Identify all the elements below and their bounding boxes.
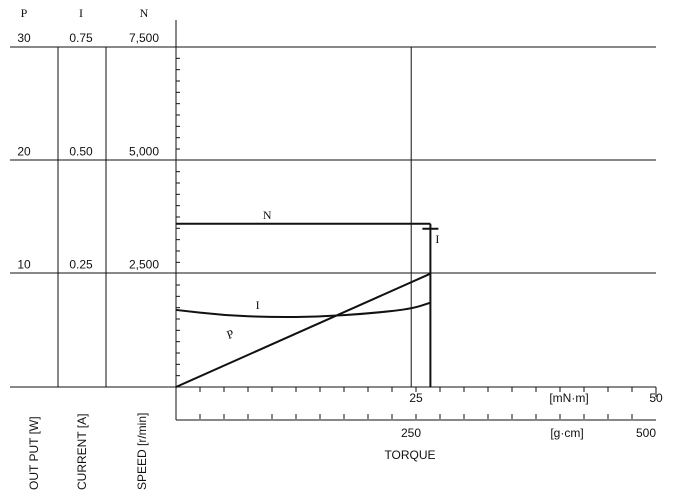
axis-symbol-p: P [21,6,28,20]
axis-title-current: CURRENT [A] [75,414,89,490]
axis-title-output: OUT PUT [W] [27,416,41,490]
tick-label-n: 7,500 [129,31,159,45]
series-line-i [175,301,431,319]
series-line-p [175,272,431,388]
tick-label-n: 5,000 [129,144,159,158]
tick-label-p: 30 [17,31,31,45]
x-tick-label-25: 25 [409,391,423,405]
axis-symbol-n: N [140,6,149,20]
axis-title-speed: SPEED [r/min] [135,413,149,490]
x-tick-label-50: 50 [649,391,663,405]
x-tick-label-250: 250 [401,426,421,440]
tick-label-i: 0.75 [69,31,93,45]
tick-label-p: 20 [17,144,31,158]
tick-label-n: 2,500 [129,258,159,272]
x-axis-ticks [176,387,657,421]
x-axis-labels: 25 50 [mN·m] 250 500 [g·cm] TORQUE [384,391,663,462]
left-axis-titles: OUT PUT [W] CURRENT [A] SPEED [r/min] [27,413,149,490]
annotation-i-curve: I [256,298,260,312]
left-axes: P 30 20 10 I 0.75 0.50 0.25 N 7,500 5,000 2,500 [17,6,159,272]
x-tick-label-500: 500 [636,426,656,440]
x-unit-secondary: [g·cm] [550,426,583,440]
axis-symbol-i: I [79,6,83,20]
curve-annotations: N I I P [225,208,440,342]
curves [175,222,439,388]
annotation-p: P [225,326,236,342]
grid [10,20,656,420]
tick-label-p: 10 [17,258,31,272]
x-unit-primary: [mN·m] [549,391,588,405]
left-minor-ticks [176,57,180,377]
annotation-i-end: I [435,232,439,246]
annotation-n: N [263,208,272,222]
tick-label-i: 0.50 [69,144,93,158]
x-axis-title: TORQUE [384,448,435,462]
tick-label-i: 0.25 [69,258,93,272]
